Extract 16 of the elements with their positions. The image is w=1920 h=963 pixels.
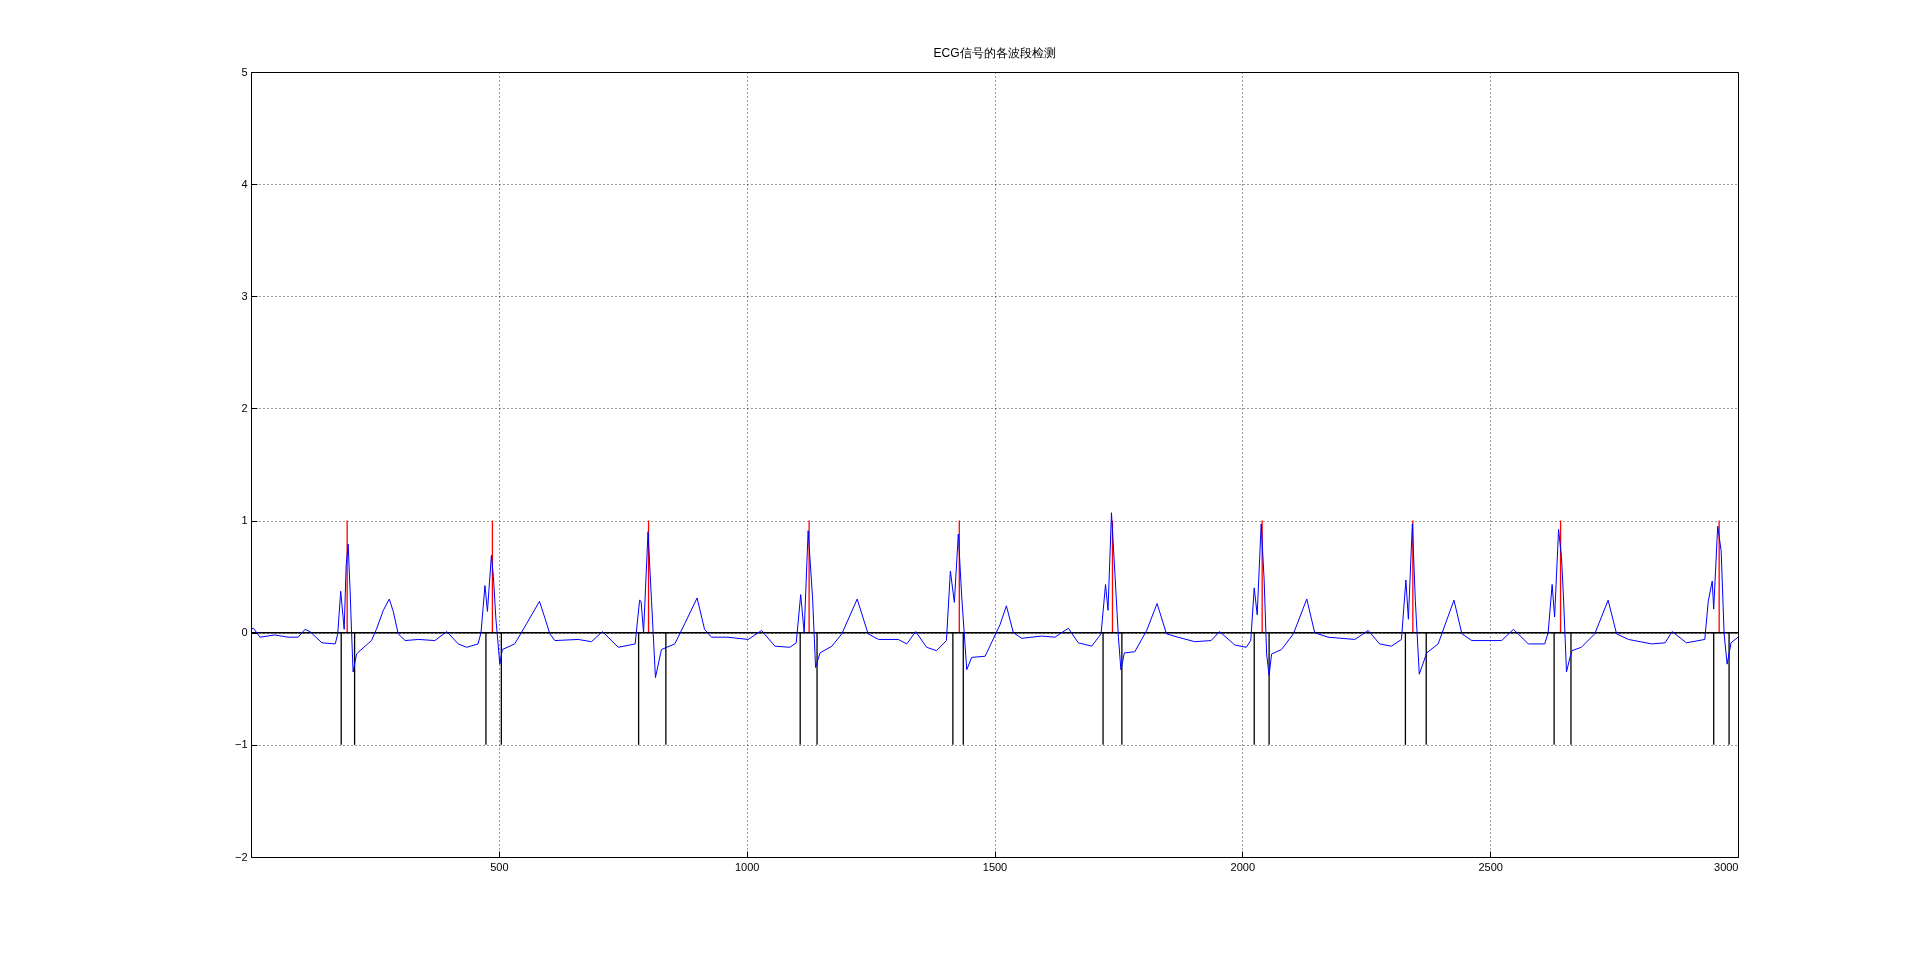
x-tick-label: 1500 <box>982 860 1008 873</box>
x-tick-label: 2000 <box>1230 860 1256 873</box>
y-tick-label: 3 <box>241 289 248 302</box>
y-tick-label: 0 <box>241 626 248 639</box>
y-tick-label: −1 <box>234 738 248 751</box>
y-tick-label: −2 <box>234 850 248 863</box>
x-tick-label: 2500 <box>1478 860 1503 873</box>
x-tick-label: 1000 <box>734 860 760 873</box>
y-tick-label: 5 <box>241 65 248 78</box>
y-tick-label: 4 <box>241 177 248 190</box>
x-tick-label: 3000 <box>1714 860 1739 873</box>
x-tick-label: 500 <box>490 860 509 873</box>
y-tick-label: 2 <box>241 401 248 414</box>
line-series <box>251 512 1738 679</box>
chart-title: ECG信号的各波段检测 <box>933 46 1056 60</box>
y-tick-label: 1 <box>241 514 248 527</box>
